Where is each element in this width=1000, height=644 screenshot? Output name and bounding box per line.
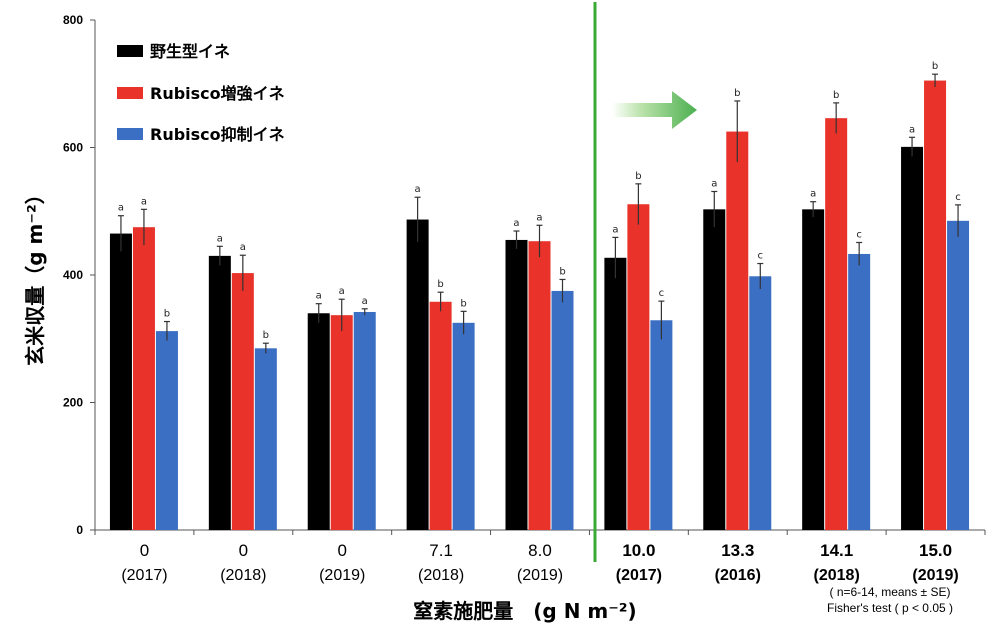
- x-tick-label-year: (2018): [220, 567, 266, 584]
- bar-wild-type: [802, 209, 825, 530]
- y-tick-label: 800: [63, 13, 83, 27]
- y-axis-title: 玄米収量（g m⁻²）: [23, 184, 47, 365]
- bar-rubisco-enhanced: [825, 118, 848, 531]
- x-tick-label: 0: [239, 541, 248, 560]
- y-tick-label: 200: [63, 396, 83, 410]
- x-tick-label-year: (2017): [121, 567, 167, 584]
- significance-label: a: [612, 224, 618, 235]
- significance-label: b: [734, 88, 740, 99]
- significance-label: b: [460, 298, 466, 309]
- significance-label: a: [810, 189, 816, 200]
- bar-wild-type: [505, 239, 528, 530]
- significance-label: b: [932, 61, 938, 72]
- legend-label-rubisco-suppressed: Rubisco抑制イネ: [150, 125, 285, 144]
- significance-label: a: [217, 233, 223, 244]
- bar-wild-type: [703, 209, 726, 530]
- bar-rubisco-suppressed: [452, 322, 475, 530]
- significance-label: a: [339, 286, 345, 297]
- legend: 野生型イネ Rubisco増強イネ Rubisco抑制イネ: [117, 42, 285, 144]
- significance-label: a: [362, 296, 368, 307]
- x-tick-label-year: (2019): [319, 567, 365, 584]
- significance-label: a: [240, 242, 246, 253]
- bar-rubisco-suppressed: [749, 276, 772, 530]
- significance-label: c: [758, 251, 764, 262]
- x-tick-label-year: (2016): [715, 567, 761, 584]
- bar-rubisco-enhanced: [330, 315, 353, 530]
- bar-rubisco-suppressed: [254, 348, 277, 530]
- bar-wild-type: [604, 257, 627, 530]
- significance-label: b: [164, 309, 170, 320]
- bar-rubisco-suppressed: [353, 311, 376, 530]
- bar-rubisco-enhanced: [429, 301, 452, 530]
- green-arrow: [612, 91, 697, 129]
- significance-label: b: [263, 330, 269, 341]
- bar-wild-type: [406, 219, 429, 530]
- x-tick-label: 8.0: [528, 541, 552, 560]
- bar-rubisco-suppressed: [650, 320, 673, 530]
- x-tick-label: 13.3: [721, 541, 754, 560]
- bar-rubisco-suppressed: [551, 290, 574, 530]
- x-tick-label-year: (2018): [814, 567, 860, 584]
- bar-rubisco-enhanced: [726, 131, 749, 530]
- bar-rubisco-suppressed: [155, 331, 178, 530]
- bar-wild-type: [901, 146, 924, 531]
- legend-swatch-rubisco-suppressed: [117, 128, 143, 140]
- legend-swatch-rubisco-enhanced: [117, 87, 143, 99]
- x-tick-label: 0: [140, 541, 149, 560]
- y-tick-label: 400: [63, 268, 83, 282]
- significance-label: a: [141, 196, 147, 207]
- bar-rubisco-enhanced: [231, 273, 254, 530]
- significance-label: c: [955, 192, 961, 203]
- legend-label-rubisco-enhanced: Rubisco増強イネ: [150, 84, 285, 103]
- significance-label: a: [415, 184, 421, 195]
- bar-wild-type: [208, 255, 231, 530]
- note-sample-size: ( n=6-14, means ± SE): [830, 585, 951, 599]
- significance-label: c: [856, 229, 862, 240]
- legend-swatch-wild-type: [117, 45, 143, 57]
- significance-label: a: [513, 218, 519, 229]
- x-tick-label-year: (2019): [912, 567, 958, 584]
- bar-rubisco-enhanced: [528, 241, 551, 530]
- significance-label: a: [909, 124, 915, 135]
- x-tick-label: 10.0: [622, 541, 655, 560]
- x-tick-label: 15.0: [919, 541, 952, 560]
- x-tick-label: 7.1: [429, 541, 453, 560]
- note-statistical-test: Fisher's test ( p < 0.05 ): [827, 601, 953, 615]
- bar-wild-type: [307, 313, 330, 530]
- x-tick-label-year: (2018): [418, 567, 464, 584]
- significance-label: b: [437, 279, 443, 290]
- significance-label: a: [711, 178, 717, 189]
- legend-label-wild-type: 野生型イネ: [150, 42, 230, 61]
- bar-wild-type: [109, 233, 132, 530]
- x-tick-label: 14.1: [820, 541, 853, 560]
- x-tick-label-year: (2017): [616, 567, 662, 584]
- significance-label: a: [316, 291, 322, 302]
- x-tick-label: 0: [337, 541, 346, 560]
- significance-label: c: [659, 288, 665, 299]
- x-axis-title: 窒素施肥量 (g N m⁻²): [413, 599, 636, 623]
- x-tick-label-year: (2019): [517, 567, 563, 584]
- bar-rubisco-suppressed: [947, 220, 970, 530]
- significance-label: a: [118, 203, 124, 214]
- bar-rubisco-enhanced: [924, 80, 947, 530]
- y-tick-label: 0: [76, 523, 83, 537]
- significance-label: b: [635, 171, 641, 182]
- significance-label: a: [536, 212, 542, 223]
- significance-label: b: [833, 90, 839, 101]
- bar-rubisco-enhanced: [132, 227, 155, 530]
- bar-rubisco-suppressed: [848, 253, 871, 530]
- significance-label: b: [559, 266, 565, 277]
- bar-rubisco-enhanced: [627, 204, 650, 531]
- y-tick-label: 600: [63, 141, 83, 155]
